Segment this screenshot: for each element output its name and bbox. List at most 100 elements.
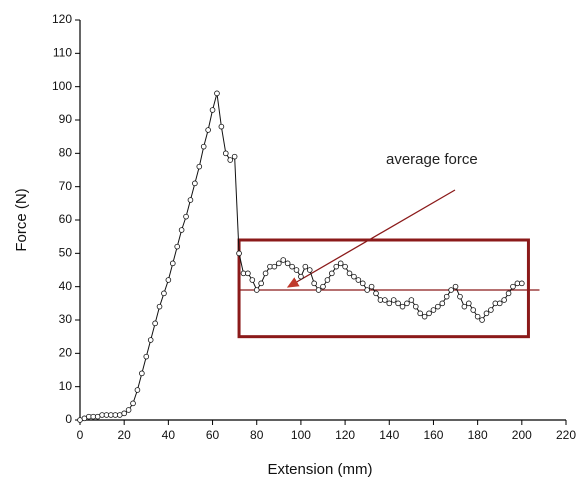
data-point xyxy=(443,293,450,300)
data-point xyxy=(342,263,348,270)
data-point xyxy=(355,277,362,283)
data-point xyxy=(386,300,393,307)
data-point xyxy=(315,287,322,293)
data-point xyxy=(430,307,437,313)
data-point xyxy=(399,303,406,310)
data-point xyxy=(412,303,419,310)
data-point xyxy=(134,387,141,393)
annotation: average force xyxy=(386,151,478,168)
data-point xyxy=(395,300,401,307)
y-tick-label: 20 xyxy=(59,346,73,360)
x-axis-title: Extension (mm) xyxy=(267,461,372,478)
data-point xyxy=(351,273,357,280)
data-point xyxy=(298,273,304,280)
data-point xyxy=(302,263,309,270)
data-point xyxy=(306,267,313,273)
data-point xyxy=(214,90,220,97)
data-point xyxy=(501,297,507,303)
data-point xyxy=(139,370,145,377)
data-point xyxy=(404,300,410,307)
data-point xyxy=(439,300,446,307)
data-point xyxy=(209,107,216,113)
annotation-arrow xyxy=(286,189,456,288)
data-point xyxy=(271,263,278,270)
data-point xyxy=(293,267,300,273)
x-tick-label: 80 xyxy=(250,428,264,442)
x-tick-label: 140 xyxy=(379,428,399,442)
data-point xyxy=(169,260,176,267)
data-point xyxy=(496,300,503,307)
data-point xyxy=(465,300,472,307)
data-point xyxy=(373,290,379,297)
data-point xyxy=(143,353,150,360)
y-tick-label: 60 xyxy=(59,212,73,226)
data-point xyxy=(421,313,428,320)
data-point xyxy=(408,297,415,303)
data-point xyxy=(183,213,189,220)
data-point xyxy=(178,227,185,233)
data-point xyxy=(187,197,194,203)
data-point xyxy=(382,297,388,303)
data-point xyxy=(488,307,494,313)
data-point xyxy=(249,277,256,283)
y-tick-label: 70 xyxy=(59,179,73,193)
x-tick-label: 160 xyxy=(423,428,443,442)
data-point xyxy=(236,250,242,257)
y-tick-label: 30 xyxy=(59,312,73,326)
data-point xyxy=(448,287,454,293)
x-tick-label: 180 xyxy=(468,428,488,442)
data-point xyxy=(474,313,481,320)
y-axis-title: Force (N) xyxy=(13,188,30,251)
data-point xyxy=(223,150,229,157)
data-point xyxy=(245,270,251,277)
y-tick-label: 80 xyxy=(59,146,73,160)
data-point xyxy=(161,290,167,297)
x-tick-label: 20 xyxy=(118,428,132,442)
data-point xyxy=(452,283,459,290)
average-box xyxy=(237,238,530,339)
data-point xyxy=(218,123,225,130)
x-tick-label: 200 xyxy=(512,428,532,442)
data-point xyxy=(262,270,269,277)
data-point xyxy=(253,287,260,293)
x-tick-label: 0 xyxy=(77,428,84,442)
data-point xyxy=(510,283,516,290)
data-point xyxy=(174,243,181,250)
data-point xyxy=(390,297,397,303)
data-point xyxy=(417,310,424,317)
data-point xyxy=(200,143,207,150)
data-point xyxy=(196,163,203,170)
data-point xyxy=(227,157,234,163)
data-point xyxy=(121,410,127,417)
data-point xyxy=(368,283,375,290)
data-point xyxy=(125,407,132,413)
data-point xyxy=(435,303,441,310)
y-tick-label: 90 xyxy=(59,112,73,126)
data-point xyxy=(483,310,490,317)
data-point xyxy=(258,280,264,287)
data-point xyxy=(147,337,154,343)
data-point xyxy=(280,257,287,263)
data-point xyxy=(152,320,158,327)
data-point xyxy=(519,280,525,287)
y-tick-label: 0 xyxy=(65,412,72,426)
x-tick-label: 220 xyxy=(556,428,576,442)
data-point xyxy=(346,270,353,277)
data-point xyxy=(364,287,370,293)
data-point xyxy=(359,280,366,287)
data-point xyxy=(284,260,291,267)
data-point xyxy=(324,277,331,283)
data-point xyxy=(192,180,198,187)
y-tick-label: 120 xyxy=(52,12,72,26)
data-point xyxy=(130,400,136,407)
data-point xyxy=(479,317,485,323)
data-point xyxy=(470,307,477,313)
x-tick-label: 120 xyxy=(335,428,355,442)
data-point xyxy=(461,303,468,310)
y-tick-label: 50 xyxy=(59,246,73,260)
data-point xyxy=(289,263,295,270)
data-point xyxy=(276,260,282,267)
y-tick-label: 110 xyxy=(53,46,72,60)
data-point xyxy=(329,270,335,277)
